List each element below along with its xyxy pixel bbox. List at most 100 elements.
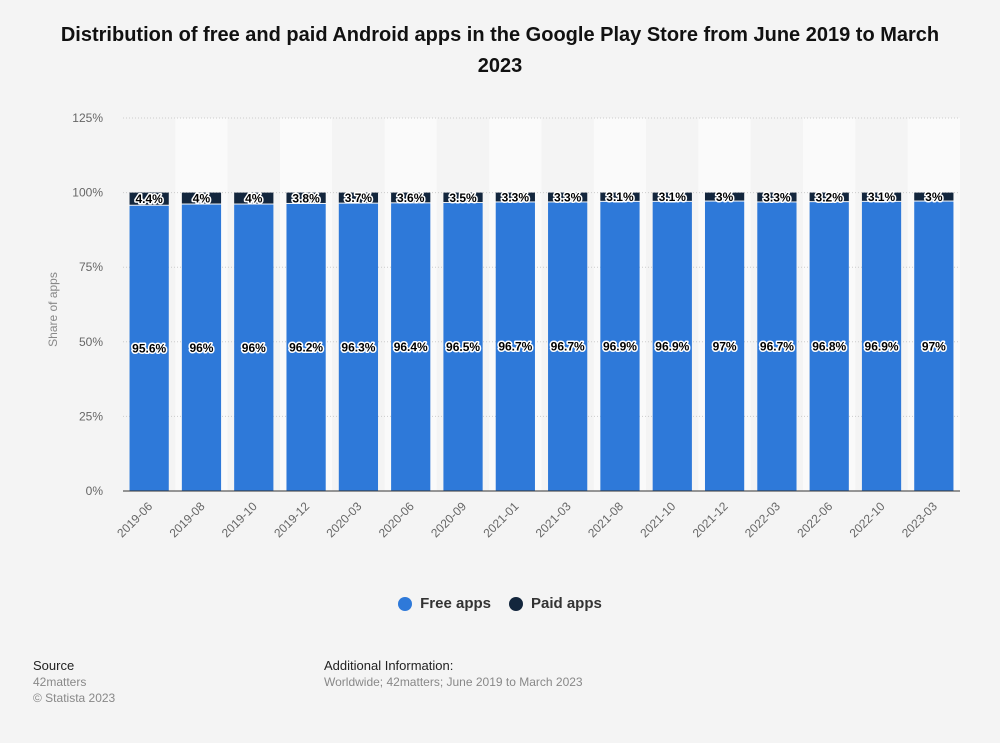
x-tick-label: 2020-06 (376, 499, 417, 540)
legend-swatch-free (398, 596, 413, 611)
x-tick-label: 2019-12 (271, 499, 312, 540)
x-tick-label: 2020-03 (323, 499, 364, 540)
data-label-free: 96.9% (865, 339, 899, 353)
bar-paid-apps (338, 192, 379, 203)
bar-free-apps (286, 203, 326, 491)
x-tick-label: 2020-09 (428, 499, 469, 540)
data-label-free: 97% (713, 339, 737, 353)
x-tick-label: 2021-08 (585, 499, 626, 540)
bar-paid-apps (914, 192, 954, 201)
y-tick-label: 50% (79, 335, 103, 349)
bar-free-apps (757, 202, 797, 491)
data-label-paid: 3.7% (345, 191, 373, 205)
bar-paid-apps (129, 192, 169, 205)
legend-swatch-paid (509, 596, 523, 611)
copyright: © Statista 2023 (33, 691, 116, 705)
data-label-paid: 3.3% (763, 191, 791, 205)
data-label-paid: 3.5% (449, 191, 477, 205)
data-label-paid: 3.3% (502, 191, 530, 205)
data-label-paid: 3.1% (606, 190, 634, 204)
additional-info-block: Additional Information: Worldwide; 42mat… (324, 658, 583, 690)
additional-info-heading: Additional Information: (324, 658, 454, 673)
legend-item-paid[interactable]: Paid apps (509, 595, 602, 612)
x-tick-label: 2019-08 (167, 499, 208, 540)
bar-paid-apps (600, 192, 640, 201)
bar-free-apps (704, 201, 745, 491)
source-block: Source 42matters © Statista 2023 (33, 658, 115, 706)
bar-paid-apps (757, 192, 797, 202)
bar-free-apps (495, 202, 535, 491)
data-label-paid: 3.1% (868, 190, 896, 204)
data-label-free: 96.2% (289, 340, 323, 354)
bar-free-apps (391, 203, 431, 491)
data-label-free: 96.5% (446, 340, 480, 354)
x-tick-label: 2021-01 (480, 499, 521, 540)
additional-info-text: Worldwide; 42matters; June 2019 to March… (324, 675, 583, 689)
data-label-paid: 4% (193, 192, 211, 206)
data-label-paid: 3.1% (659, 190, 687, 204)
x-tick-label: 2021-10 (637, 499, 678, 540)
data-label-free: 96.4% (394, 340, 428, 354)
bar-free-apps (809, 202, 849, 491)
data-label-paid: 4% (245, 192, 263, 206)
bar-paid-apps (495, 192, 535, 202)
bar-free-apps (181, 204, 222, 491)
bar-free-apps (914, 201, 954, 491)
y-tick-label: 100% (72, 186, 103, 200)
chart-plot: 0% 25% 50% 75% 100% 125% Share of apps 95.6% 4.4… (46, 111, 960, 540)
x-tick-label: 2022-10 (847, 499, 888, 540)
x-tick-label: 2022-06 (794, 499, 835, 540)
bar-free-apps (129, 205, 169, 491)
bar-paid-apps (286, 192, 326, 203)
data-label-paid: 3% (925, 190, 943, 204)
data-label-paid: 3.6% (397, 191, 425, 205)
data-label-free: 96.3% (341, 340, 375, 354)
bar-free-apps (338, 203, 379, 491)
data-label-free: 96.8% (812, 340, 846, 354)
legend-label-free: Free apps (420, 595, 491, 612)
x-tick-label: 2023-03 (899, 499, 940, 540)
legend-item-free[interactable]: Free apps (398, 595, 491, 612)
data-label-free: 96% (189, 341, 213, 355)
data-label-free: 97% (922, 339, 946, 353)
data-label-free: 96.7% (551, 340, 585, 354)
bar-free-apps (443, 203, 483, 491)
data-label-free: 96.9% (603, 339, 637, 353)
bar-paid-apps (652, 192, 692, 201)
data-label-paid: 3.8% (292, 191, 320, 205)
y-tick-label: 125% (72, 111, 103, 125)
data-label-free: 96.7% (760, 340, 794, 354)
chart-legend: Free apps Paid apps (0, 595, 1000, 612)
source-name: 42matters (33, 675, 87, 689)
bar-paid-apps (704, 192, 745, 201)
bar-free-apps (600, 201, 640, 491)
chart-title: Distribution of free and paid Android ap… (60, 24, 940, 77)
data-label-free: 96% (242, 341, 266, 355)
bar-free-apps (234, 204, 274, 491)
data-label-paid: 3.2% (816, 190, 844, 204)
data-label-free: 95.6% (132, 341, 166, 355)
bar-paid-apps (234, 192, 274, 204)
x-tick-label: 2022-03 (742, 499, 783, 540)
bar-free-apps (548, 202, 588, 491)
bar-free-apps (652, 201, 692, 491)
y-tick-label: 75% (79, 260, 103, 274)
bar-free-apps (861, 201, 902, 491)
legend-label-paid: Paid apps (531, 595, 602, 612)
x-tick-label: 2021-03 (533, 499, 574, 540)
bar-paid-apps (391, 192, 431, 203)
x-tick-label: 2019-10 (219, 499, 260, 540)
x-tick-label: 2019-06 (114, 499, 155, 540)
bar-paid-apps (861, 192, 902, 201)
bar-paid-apps (548, 192, 588, 202)
y-tick-label: 0% (86, 484, 104, 498)
y-axis-title: Share of apps (46, 272, 60, 347)
y-tick-label: 25% (79, 409, 103, 423)
x-tick-label: 2021-12 (690, 499, 731, 540)
data-label-paid: 3% (716, 190, 734, 204)
data-label-free: 96.7% (498, 340, 532, 354)
bar-paid-apps (809, 192, 849, 202)
bar-paid-apps (181, 192, 222, 204)
data-label-paid: 4.4% (135, 192, 163, 206)
data-label-free: 96.9% (655, 339, 689, 353)
